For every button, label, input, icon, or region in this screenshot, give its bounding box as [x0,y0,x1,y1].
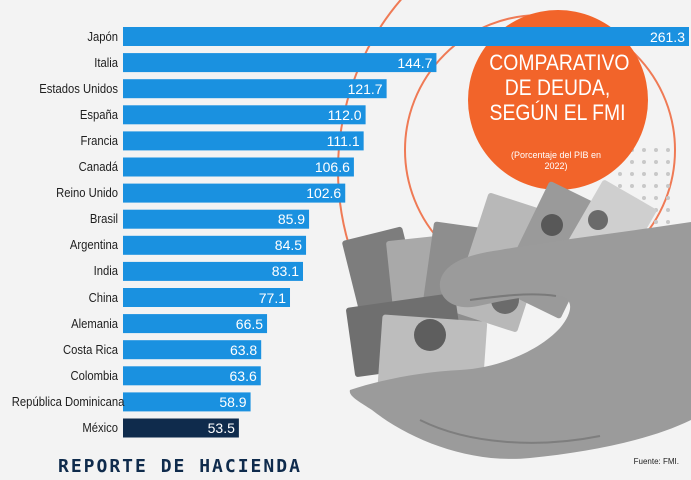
title-badge [468,10,648,190]
pattern-dot [630,184,634,188]
category-label: Colombia [70,368,118,383]
pattern-dot [654,160,658,164]
bar-15 [123,418,239,438]
pattern-dot [654,172,658,176]
category-label: Estados Unidos [39,81,118,96]
bar-13 [123,366,261,386]
pattern-dot [642,148,646,152]
bar-0 [123,27,689,46]
category-label: Alemania [71,316,118,331]
value-label: 144.7 [397,54,433,71]
value-label: 106.6 [314,159,350,175]
category-label: India [93,264,118,279]
category-label: Reino Unido [56,186,118,201]
bar-6 [123,183,346,203]
value-label: 77.1 [258,289,286,306]
pattern-dot [654,148,658,152]
pattern-dot [666,220,670,224]
bar-3 [123,105,366,125]
value-label: 102.6 [306,185,342,202]
bar-5 [123,157,354,177]
value-label: 84.5 [274,237,303,254]
pattern-dot [642,196,646,200]
pattern-dot [666,196,670,200]
value-label: 66.5 [235,315,264,332]
chart-title: COMPARATIVO DE DEUDA, SEGÚN EL FMI [489,50,630,125]
value-label: 58.9 [219,393,247,410]
pattern-dot [666,208,670,212]
category-label: Francia [80,133,118,148]
source-note: Fuente: FMI. [633,457,679,466]
value-label: 111.1 [326,132,360,149]
bar-4 [123,131,364,151]
value-label: 112.0 [327,106,362,123]
pattern-dot [630,160,634,164]
pattern-dot [666,184,670,188]
bar-8 [123,235,307,255]
bar-11 [123,314,268,334]
category-label: China [88,290,118,305]
value-label: 63.6 [229,367,257,384]
pattern-dot [642,172,646,176]
pattern-dot [654,220,658,224]
category-label: México [82,421,118,435]
pattern-dot [654,184,658,188]
pattern-dot [618,172,622,176]
category-label: Argentina [69,238,118,253]
bar-series [123,27,689,438]
pattern-dot [654,196,658,200]
value-label: 53.5 [207,420,235,436]
category-label: República Dominicana [11,394,125,409]
pattern-dot [630,172,634,176]
hand-icon [349,222,691,459]
value-label: 121.7 [347,80,383,97]
report-title: REPORTE DE HACIENDA [58,456,302,477]
bar-1 [123,53,437,73]
category-label: España [79,107,118,122]
pattern-dot [642,184,646,188]
pattern-dot [666,148,670,152]
pattern-dot [618,184,622,188]
value-label: 85.9 [277,211,306,228]
pattern-dot [666,160,670,164]
pattern-dot [642,160,646,164]
value-label: 83.1 [271,263,299,280]
category-label: Brasil [89,212,118,227]
bar-2 [123,79,387,99]
category-label: Italia [94,55,118,70]
chart-subtitle: (Porcentaje del PIB en 2022) [510,150,602,171]
category-label: Japón [87,29,118,44]
pattern-dot [666,172,670,176]
bar-14 [123,392,251,412]
hand-money-illustration [342,180,691,459]
category-label: Canadá [78,160,118,174]
value-label: 261.3 [649,28,685,45]
bar-10 [123,288,291,307]
value-label: 63.8 [229,341,258,358]
bar-12 [123,340,262,360]
bar-9 [123,261,304,281]
bar-7 [123,209,310,229]
category-label: Costa Rica [62,342,118,357]
